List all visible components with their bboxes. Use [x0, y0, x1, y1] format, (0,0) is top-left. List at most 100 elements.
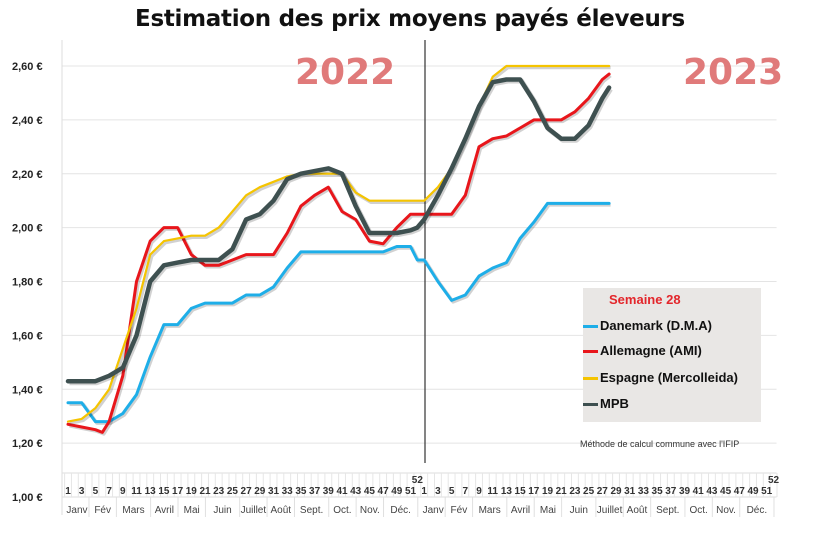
month-label: Janv — [423, 505, 444, 516]
month-label: Oct. — [689, 505, 707, 516]
week-tick-label: 41 — [336, 486, 348, 497]
week-tick-label: 7 — [106, 486, 112, 497]
week-tick-label: 9 — [476, 486, 482, 497]
method-note: Méthode de calcul commune avec l'IFIP — [580, 439, 740, 449]
week-tick-label: 1 — [65, 486, 71, 497]
week-tick-label: 52 — [768, 475, 780, 486]
week-tick-label: 52 — [412, 475, 424, 486]
week-tick-label: 47 — [734, 486, 746, 497]
week-tick-label: 17 — [172, 486, 184, 497]
week-tick-label: 35 — [652, 486, 664, 497]
week-tick-label: 33 — [282, 486, 294, 497]
legend-item-espagne: Espagne (Mercolleida) — [583, 370, 738, 385]
series-shadow — [69, 203, 611, 425]
week-tick-label: 29 — [254, 486, 266, 497]
month-label: Mai — [540, 505, 556, 516]
week-tick-label: 39 — [323, 486, 335, 497]
week-tick-label: 21 — [199, 486, 211, 497]
legend-label: MPB — [600, 396, 629, 411]
month-label: Nov. — [716, 505, 736, 516]
week-tick-label: 37 — [665, 486, 677, 497]
month-label: Fév — [94, 505, 111, 516]
legend-item-danemark: Danemark (D.M.A) — [583, 318, 712, 333]
week-tick-label: 45 — [364, 486, 376, 497]
month-label: Juillet — [241, 505, 267, 516]
month-label: Avril — [511, 505, 530, 516]
legend-item-allemagne: Allemagne (AMI) — [583, 343, 702, 358]
legend-label: Danemark (D.M.A) — [600, 318, 712, 333]
week-tick-label: 35 — [295, 486, 307, 497]
week-tick-label: 3 — [435, 486, 441, 497]
week-tick-label: 49 — [391, 486, 403, 497]
week-tick-label: 13 — [501, 486, 513, 497]
legend: Semaine 28 Danemark (D.M.A) Allemagne (A… — [583, 288, 761, 422]
week-tick-label: 5 — [449, 486, 455, 497]
week-tick-label: 11 — [487, 486, 498, 497]
month-label: Sept. — [656, 505, 679, 516]
week-tick-label: 31 — [268, 486, 280, 497]
y-tick-label: 2,00 € — [12, 223, 43, 235]
week-tick-label: 39 — [679, 486, 691, 497]
week-tick-label: 31 — [624, 486, 636, 497]
series-line-allemagne — [66, 72, 611, 434]
week-tick-label: 29 — [610, 486, 622, 497]
y-tick-label: 1,80 € — [12, 277, 43, 289]
week-tick-label: 41 — [693, 486, 705, 497]
week-tick-label: 51 — [761, 486, 773, 497]
y-tick-label: 2,60 € — [12, 61, 43, 73]
week-tick-label: 5 — [93, 486, 99, 497]
month-label: Nov. — [360, 505, 380, 516]
legend-title: Semaine 28 — [609, 292, 681, 307]
series-line-danemark — [66, 201, 611, 424]
month-label: Mai — [184, 505, 200, 516]
week-tick-label: 45 — [720, 486, 732, 497]
week-tick-label: 47 — [378, 486, 390, 497]
week-tick-label: 25 — [583, 486, 595, 497]
week-tick-label: 13 — [145, 486, 157, 497]
month-label: Mars — [122, 505, 144, 516]
y-tick-label: 1,20 € — [12, 438, 43, 450]
legend-swatch — [583, 350, 598, 354]
month-label: Janv — [66, 505, 87, 516]
month-label: Avril — [155, 505, 174, 516]
month-label: Juin — [213, 505, 231, 516]
week-tick-label: 17 — [528, 486, 540, 497]
month-label: Août — [270, 505, 291, 516]
week-tick-label: 43 — [706, 486, 718, 497]
month-label: Mars — [479, 505, 501, 516]
week-tick-label: 23 — [569, 486, 581, 497]
month-label: Oct. — [333, 505, 351, 516]
month-label: Déc. — [390, 505, 411, 516]
legend-swatch — [583, 325, 598, 329]
week-tick-label: 51 — [405, 486, 417, 497]
legend-label: Allemagne (AMI) — [600, 343, 702, 358]
month-label: Juillet — [597, 505, 623, 516]
week-tick-label: 19 — [186, 486, 198, 497]
week-tick-label: 19 — [542, 486, 554, 497]
year-label-2022: 2022 — [295, 52, 395, 93]
week-tick-label: 3 — [79, 486, 85, 497]
chart-title: Estimation des prix moyens payés éleveur… — [135, 6, 685, 32]
y-tick-label: 2,40 € — [12, 115, 43, 127]
week-tick-label: 49 — [747, 486, 759, 497]
y-tick-label: 1,40 € — [12, 384, 43, 396]
month-label: Fév — [451, 505, 468, 516]
y-tick-label: 1,60 € — [12, 330, 43, 342]
y-tick-label: 1,00 € — [12, 492, 43, 504]
week-tick-label: 7 — [463, 486, 469, 497]
week-tick-label: 21 — [556, 486, 568, 497]
legend-label: Espagne (Mercolleida) — [600, 370, 738, 385]
week-tick-label: 15 — [158, 486, 170, 497]
week-tick-label: 1 — [421, 486, 427, 497]
week-tick-label: 25 — [227, 486, 239, 497]
week-tick-label: 43 — [350, 486, 362, 497]
year-label-2023: 2023 — [683, 52, 783, 93]
week-tick-label: 27 — [597, 486, 609, 497]
series-line-espagne — [66, 64, 611, 423]
week-tick-label: 33 — [638, 486, 650, 497]
y-tick-label: 2,20 € — [12, 169, 43, 181]
month-label: Sept. — [300, 505, 323, 516]
week-tick-label: 23 — [213, 486, 225, 497]
week-tick-label: 15 — [515, 486, 527, 497]
